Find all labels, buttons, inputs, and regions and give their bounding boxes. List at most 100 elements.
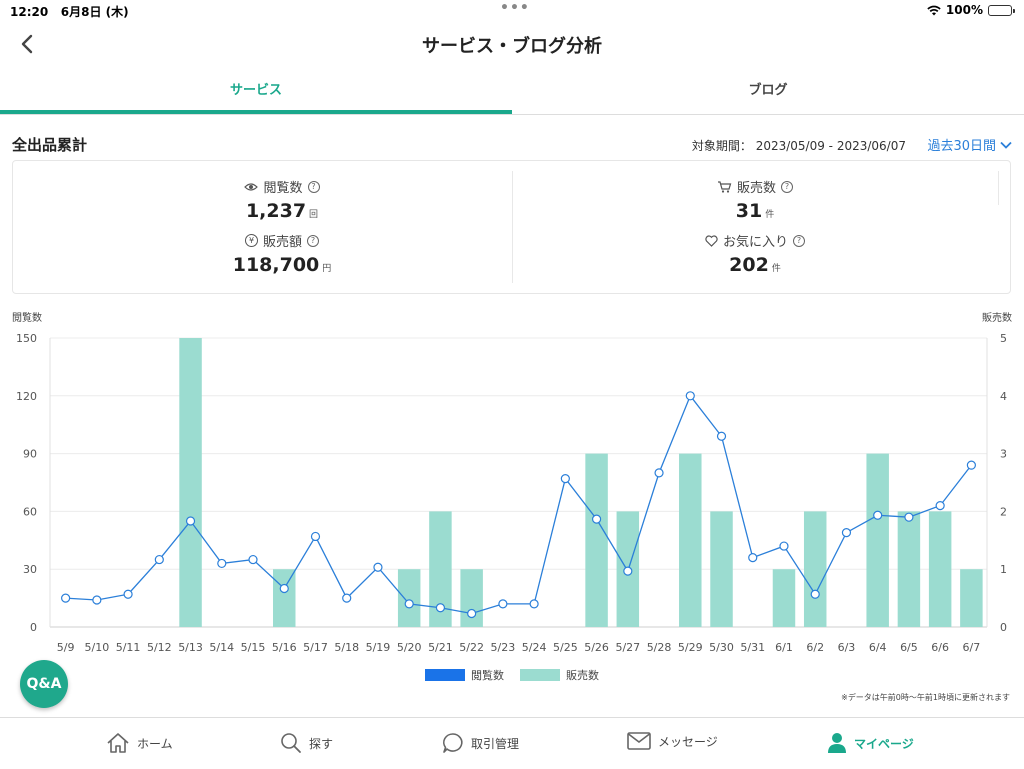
x-tick-label: 6/3: [838, 641, 856, 654]
point-views[interactable]: [966, 460, 976, 470]
stat-favorites: お気に入り ? 202 件: [605, 231, 905, 276]
x-tick-label: 5/18: [334, 641, 359, 654]
bottom-nav-home[interactable]: ホーム: [106, 732, 173, 754]
bottom-nav-mypage[interactable]: マイページ: [827, 732, 914, 754]
right-tick-label: 5: [1000, 332, 1007, 345]
update-note: ※データは午前0時〜午前1時頃に更新されます: [841, 693, 1010, 702]
multitasking-dots[interactable]: •••: [500, 0, 530, 16]
bottom-nav-search[interactable]: 探す: [280, 732, 333, 754]
period-label: 対象期間： 2023/05/09 - 2023/06/07: [691, 139, 906, 153]
point-views[interactable]: [560, 474, 570, 484]
point-views[interactable]: [310, 531, 321, 542]
eye-icon: [244, 182, 259, 191]
point-views[interactable]: [873, 510, 883, 520]
wifi-icon: [927, 5, 941, 15]
tab-bar: サービス ブログ: [0, 70, 1024, 115]
stat-favorites-value: 202: [729, 254, 769, 276]
x-tick-label: 5/17: [303, 641, 328, 654]
status-bar: 12:20 6月8日 (木) ••• 100%: [0, 0, 1024, 22]
back-chevron-icon[interactable]: [16, 30, 40, 58]
point-views[interactable]: [623, 566, 633, 576]
x-tick-label: 5/10: [84, 641, 109, 654]
point-views[interactable]: [279, 583, 289, 594]
point-views[interactable]: [779, 541, 789, 551]
point-views[interactable]: [685, 391, 695, 401]
point-views[interactable]: [435, 603, 446, 613]
bar-sales: [897, 511, 921, 627]
left-tick-label: 120: [16, 390, 37, 403]
left-tick-label: 150: [16, 332, 37, 345]
point-views[interactable]: [154, 554, 164, 565]
bottom-nav-messages[interactable]: メッセージ: [627, 732, 718, 750]
point-views[interactable]: [654, 468, 664, 478]
legend-item-views[interactable]: 閲覧数: [425, 667, 504, 683]
bar-sales: [960, 569, 983, 627]
battery-icon: [988, 4, 1015, 16]
point-views[interactable]: [92, 595, 102, 605]
point-views[interactable]: [529, 599, 539, 609]
point-views[interactable]: [404, 599, 414, 609]
heart-icon: [705, 234, 718, 247]
qa-button[interactable]: Q&A: [20, 660, 68, 708]
point-views[interactable]: [185, 516, 196, 526]
tab-blog[interactable]: ブログ: [748, 83, 788, 98]
point-views[interactable]: [123, 589, 133, 599]
home-icon: [107, 733, 129, 753]
stat-views-label: 閲覧数: [263, 181, 303, 196]
point-views[interactable]: [373, 562, 383, 572]
right-tick-label: 1: [1000, 563, 1007, 576]
bottom-nav-search-label: 探す: [309, 736, 334, 751]
point-views[interactable]: [498, 599, 508, 609]
period-dropdown[interactable]: 過去30日間: [927, 135, 1012, 154]
bar-sales: [585, 453, 608, 627]
legend-swatch-sales: [520, 669, 560, 681]
battery-percent: 100%: [945, 3, 983, 17]
point-views[interactable]: [591, 514, 602, 524]
bottom-nav-transactions[interactable]: 取引管理: [442, 732, 519, 754]
point-views[interactable]: [342, 593, 352, 603]
tab-service[interactable]: サービス: [0, 70, 512, 114]
bar-sales: [710, 511, 733, 627]
point-views[interactable]: [810, 589, 820, 599]
legend-label-sales: 販売数: [566, 669, 599, 682]
point-views[interactable]: [904, 512, 914, 522]
point-views[interactable]: [467, 608, 477, 619]
legend-item-sales[interactable]: 販売数: [520, 667, 599, 683]
x-tick-label: 5/30: [709, 641, 734, 654]
stat-sales: 販売数 ? 31 件: [605, 177, 905, 222]
point-views[interactable]: [748, 553, 758, 563]
point-views[interactable]: [716, 431, 727, 441]
stats-card: 閲覧数 ? 1,237 回 ¥ 販売額 ? 118,700 円 販売数 ? 31 件 …: [12, 160, 1011, 294]
point-views[interactable]: [248, 554, 258, 565]
bar-sales: [803, 511, 827, 627]
x-tick-label: 6/5: [900, 641, 918, 654]
help-icon[interactable]: ?: [781, 180, 793, 193]
right-tick-label: 3: [1000, 448, 1007, 461]
x-tick-label: 5/16: [272, 641, 297, 654]
point-views[interactable]: [61, 593, 71, 603]
chart-legend: 閲覧数 販売数: [0, 667, 1024, 683]
help-icon[interactable]: ?: [307, 180, 320, 193]
bottom-nav: ホーム 探す 取引管理 メッセージ マイページ: [0, 717, 1024, 769]
line-views: [65, 394, 972, 615]
point-views[interactable]: [841, 527, 852, 538]
point-views[interactable]: [217, 558, 227, 569]
chevron-down-icon: [1000, 141, 1012, 149]
yen-icon: ¥: [244, 234, 258, 247]
x-tick-label: 5/24: [522, 641, 547, 654]
person-icon: [828, 733, 846, 753]
point-views[interactable]: [935, 501, 945, 511]
stat-views: 閲覧数 ? 1,237 回: [132, 177, 432, 222]
search-icon: [281, 733, 301, 753]
help-icon[interactable]: ?: [793, 234, 805, 247]
bottom-nav-mypage-label: マイページ: [854, 736, 914, 751]
left-tick-label: 30: [23, 563, 37, 576]
page-title: サービス・ブログ分析: [422, 36, 602, 57]
right-axis-title: 販売数: [982, 313, 1012, 324]
stat-sales-value: 31: [735, 200, 763, 222]
x-tick-label: 5/28: [647, 641, 672, 654]
left-tick-label: 0: [30, 621, 37, 634]
x-tick-label: 5/11: [116, 641, 141, 654]
help-icon[interactable]: ?: [307, 234, 319, 247]
x-tick-label: 5/21: [428, 641, 453, 654]
